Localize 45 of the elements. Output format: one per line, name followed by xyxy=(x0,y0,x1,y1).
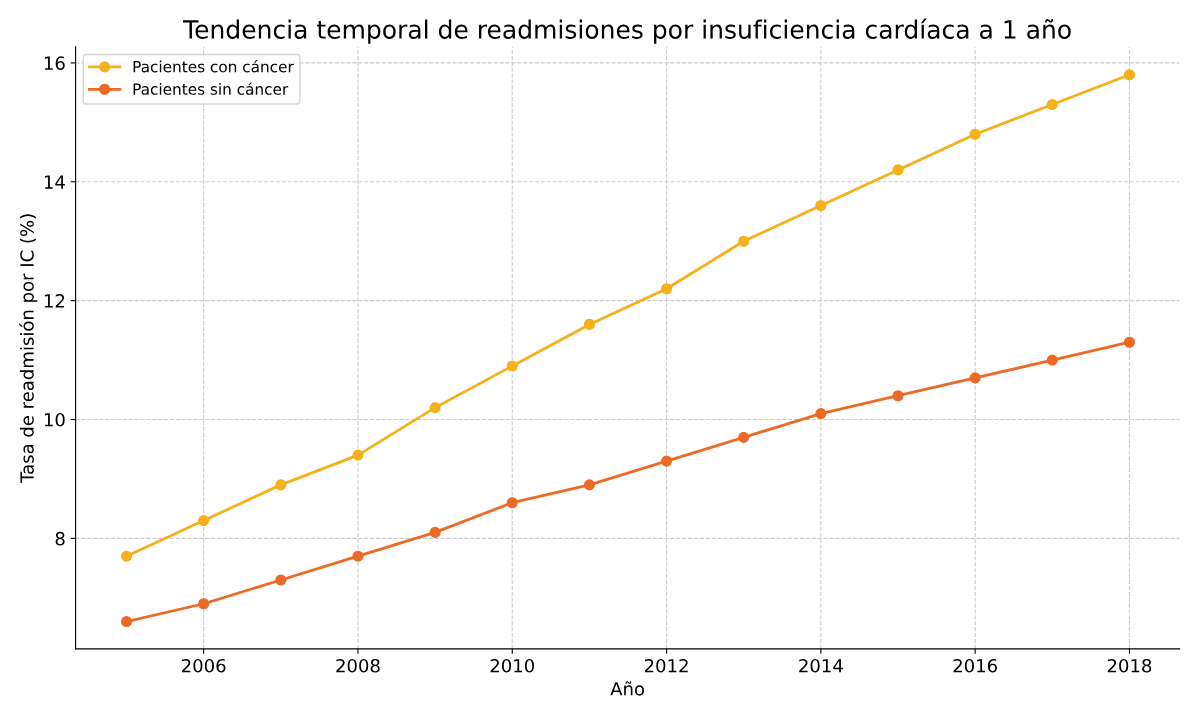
point xyxy=(1046,98,1058,111)
x-tick-label: 2008 xyxy=(336,658,380,673)
point xyxy=(120,616,133,628)
point xyxy=(352,550,364,562)
point xyxy=(969,372,981,384)
y-tick-label: 10 xyxy=(44,412,65,427)
point xyxy=(429,526,441,538)
point xyxy=(275,574,287,586)
point xyxy=(892,390,904,402)
y-tick-label: 16 xyxy=(44,56,65,71)
point xyxy=(969,128,981,140)
legend-label: Pacientes con cáncer xyxy=(133,60,294,73)
x-tick-label: 2006 xyxy=(182,658,226,673)
point xyxy=(583,318,595,330)
point xyxy=(815,407,827,420)
point xyxy=(429,402,441,414)
y-tick-label: 14 xyxy=(44,175,65,189)
point xyxy=(583,479,595,491)
x-tick-label: 2014 xyxy=(799,658,843,673)
point xyxy=(738,235,750,247)
point xyxy=(1123,336,1136,348)
x-axis-title: Año xyxy=(610,681,645,696)
y-tick-label: 12 xyxy=(44,294,65,308)
y-tick-label: 8 xyxy=(55,531,65,546)
point xyxy=(198,598,210,610)
point xyxy=(506,497,518,509)
point xyxy=(275,479,287,491)
legend-label: Pacientes sin cáncer xyxy=(133,82,289,95)
x-tick-label: 2016 xyxy=(953,658,997,673)
x-tick-label: 2018 xyxy=(1107,658,1152,673)
point xyxy=(892,164,904,176)
point xyxy=(198,514,210,527)
point xyxy=(120,550,133,562)
point xyxy=(661,455,673,467)
point xyxy=(738,431,750,443)
y-axis-title: Tasa de readmisión por IC (%) xyxy=(19,214,38,483)
point xyxy=(352,449,364,461)
x-tick-label: 2010 xyxy=(490,658,535,673)
point xyxy=(661,283,673,295)
point xyxy=(815,199,827,212)
point xyxy=(506,360,518,372)
point xyxy=(1123,69,1136,81)
point xyxy=(1046,354,1058,366)
chart-title: Tendencia temporal de readmisiones por insuficiencia cardíaca a 1 año xyxy=(183,18,1071,44)
x-tick-label: 2012 xyxy=(644,658,688,673)
